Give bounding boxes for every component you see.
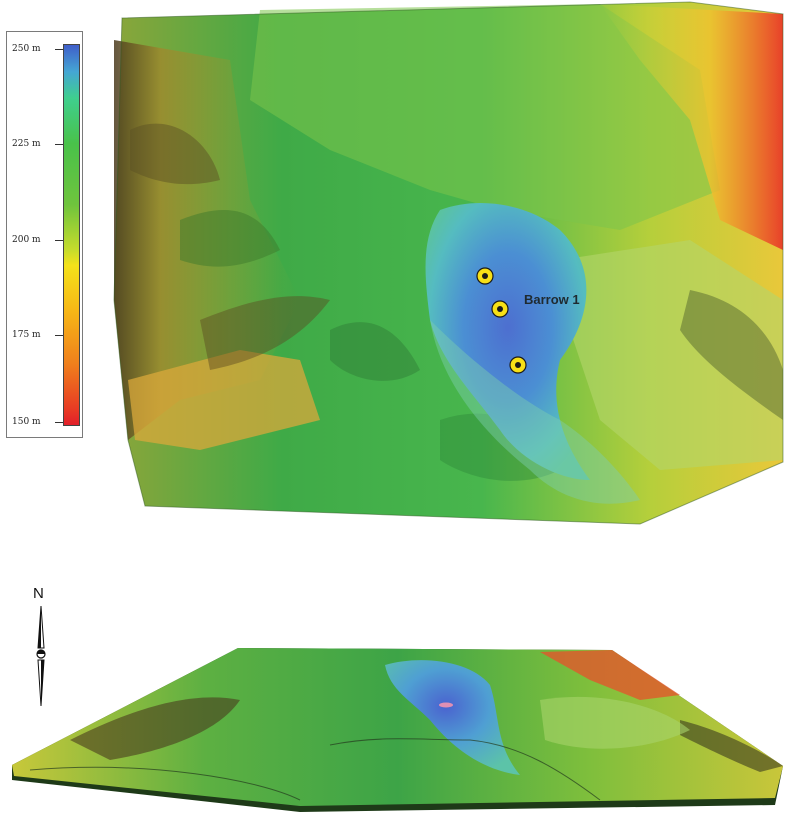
oblique-view-terrain [12, 648, 783, 812]
barrow-markers [476, 267, 527, 374]
oblique-terrain-plateau [540, 696, 690, 749]
north-arrow-icon [36, 605, 46, 707]
elevation-legend: 250 m 225 m 200 m 175 m 150 m [6, 31, 83, 438]
terrain-terrace [440, 413, 560, 481]
legend-label: 175 m [12, 330, 41, 340]
terrain-terrace [200, 296, 330, 370]
oblique-contour [29, 738, 601, 801]
oblique-terrain-shadow-east [680, 720, 783, 772]
legend-label: 225 m [12, 139, 41, 149]
barrow-marker [509, 356, 527, 374]
legend-tick [55, 422, 63, 423]
barrow-marker [476, 267, 494, 285]
legend-tick [55, 335, 63, 336]
site-label: Barrow 1 [524, 292, 580, 307]
terrain-terrace [130, 123, 220, 185]
legend-color-ramp [63, 44, 80, 426]
terrain-terrace [180, 210, 280, 267]
oblique-terrain-shadow-west [70, 697, 240, 760]
oblique-terrain-surface [12, 648, 783, 806]
terrain-low-zone-southwest [128, 350, 320, 450]
terrain-depression [425, 202, 590, 480]
terrain-shadow-east [680, 290, 783, 420]
terrain-upland-zone [250, 4, 720, 230]
north-label: N [33, 585, 44, 602]
oblique-barrow-marker [439, 702, 453, 708]
terrain-outline [113, 1, 784, 525]
terrain-high-ridge-east [600, 4, 783, 250]
legend-tick [55, 240, 63, 241]
legend-tick [55, 144, 63, 145]
terrain-depression-fringe [430, 320, 640, 504]
oblique-terrain-depression [385, 660, 520, 775]
terrain-terrace [330, 322, 420, 381]
oblique-terrain-ridge-east [540, 650, 680, 700]
legend-label: 250 m [12, 44, 41, 54]
terrain-plateau-east [560, 240, 783, 470]
legend-tick [55, 49, 63, 50]
plan-view-terrain [113, 1, 784, 525]
legend-label: 200 m [12, 235, 41, 245]
legend-label: 150 m [12, 417, 41, 427]
barrow-marker [491, 300, 509, 318]
